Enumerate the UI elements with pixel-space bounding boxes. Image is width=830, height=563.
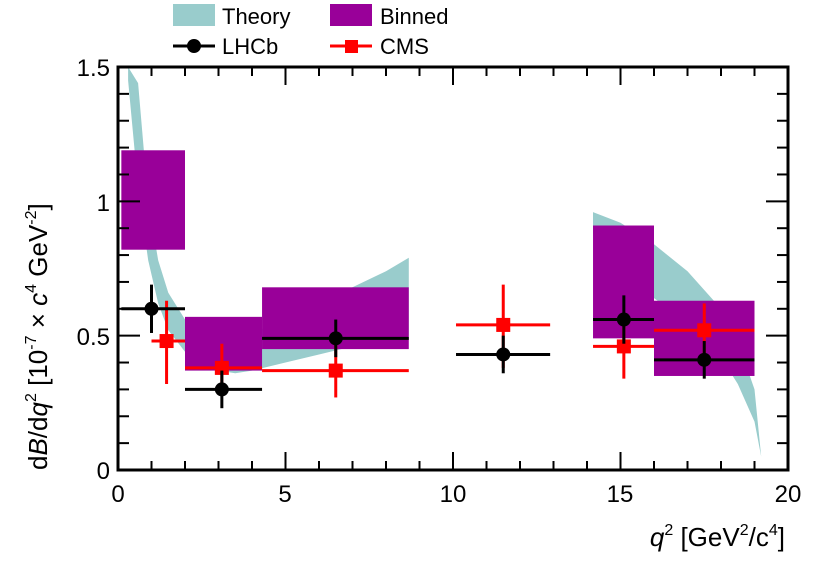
cms-marker-3 (496, 317, 511, 332)
cms-point-0 (151, 300, 185, 385)
y-axis-title: dB/dq2 [10-7 × c4 GeV-2] (23, 203, 53, 470)
lhcb-marker-2 (328, 331, 343, 346)
legend-binned-label: Binned (380, 4, 449, 29)
series-layer (121, 67, 762, 457)
legend-cms-label: CMS (380, 34, 429, 59)
ticks-layer (117, 66, 789, 471)
lhcb-marker-5 (697, 352, 712, 367)
y-tick-label-1.5: 1.5 (77, 55, 110, 82)
legend-binned-swatch (330, 4, 372, 26)
lhcb-point-0 (121, 284, 185, 333)
lhcb-marker-4 (616, 312, 631, 327)
lhcb-marker-1 (214, 382, 229, 397)
legend: Theory Binned LHCb CMS (173, 4, 449, 59)
lhcb-marker-0 (144, 301, 159, 316)
x-tick-label-10: 10 (440, 481, 467, 508)
lhcb-point-5 (654, 341, 755, 379)
legend-theory-swatch (173, 4, 215, 26)
cms-point-5 (654, 303, 755, 358)
lhcb-marker-3 (496, 347, 511, 362)
lhcb-point-1 (185, 370, 263, 409)
cms-marker-5 (697, 323, 712, 338)
lhcb-point-2 (262, 319, 409, 358)
legend-cms-marker (345, 40, 358, 53)
x-axis-title: q2 [GeV2/c4] (650, 522, 785, 552)
legend-lhcb-marker (187, 39, 201, 53)
cms-marker-2 (328, 363, 343, 378)
cms-marker-4 (616, 339, 631, 354)
legend-lhcb-label: LHCb (222, 34, 278, 59)
y-tick-label-0: 0 (97, 458, 110, 485)
lhcb-point-3 (456, 335, 551, 374)
x-tick-label-20: 20 (775, 481, 802, 508)
plot-frame (116, 65, 790, 472)
legend-theory-label: Theory (222, 4, 290, 29)
cms-marker-1 (214, 360, 229, 375)
x-tick-label-15: 15 (607, 481, 634, 508)
y-tick-label-1: 1 (97, 190, 110, 217)
x-tick-label-0: 0 (111, 481, 124, 508)
binned-box-0 (121, 150, 185, 250)
x-tick-label-5: 5 (278, 481, 291, 508)
y-tick-label-0.5: 0.5 (77, 324, 110, 351)
lhcb-point-4 (593, 295, 654, 344)
cms-marker-0 (159, 334, 174, 349)
